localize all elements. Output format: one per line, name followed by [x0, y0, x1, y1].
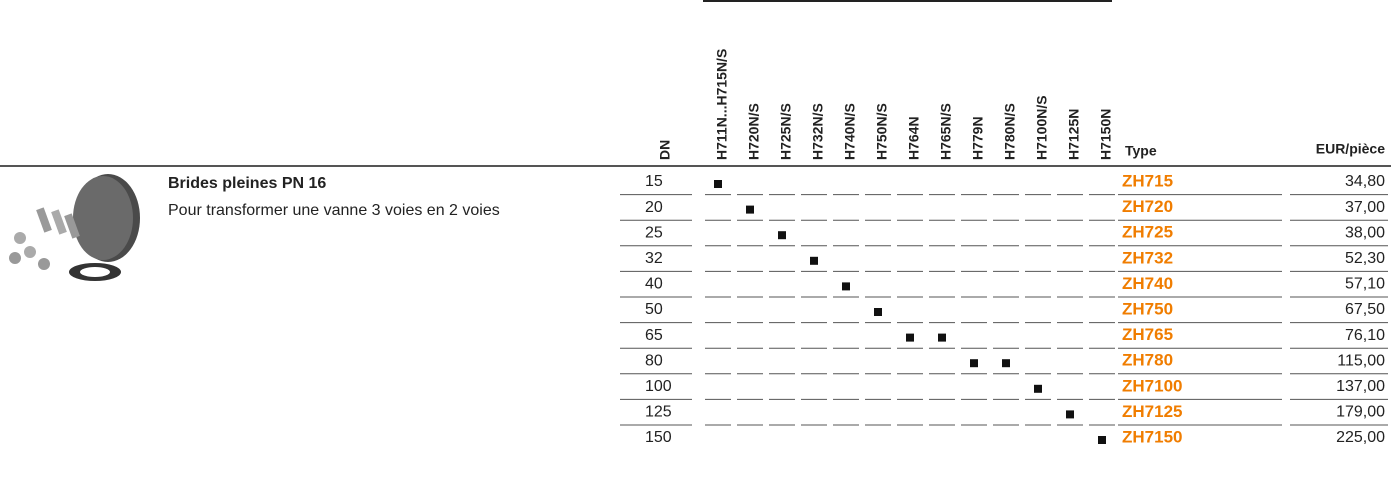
- price-cell: 115,00: [1337, 352, 1385, 369]
- type-cell: ZH750: [1122, 299, 1173, 318]
- type-cell: ZH780: [1122, 351, 1173, 370]
- dn-cell: 80: [645, 352, 663, 369]
- compatibility-mark: [970, 359, 978, 368]
- type-cell: ZH715: [1122, 171, 1173, 190]
- dn-cell: 125: [645, 404, 672, 421]
- dn-cell: 150: [645, 429, 672, 446]
- product-description: Pour transformer une vanne 3 voies en 2 …: [168, 202, 500, 219]
- valve-header: H750N/S: [874, 103, 890, 160]
- valve-header: H779N: [970, 116, 986, 160]
- valve-header: H7100N/S: [1034, 95, 1050, 160]
- type-cell: ZH7125: [1122, 402, 1182, 421]
- type-cell: ZH765: [1122, 325, 1173, 344]
- valve-header: H732N/S: [810, 103, 826, 160]
- price-cell: 179,00: [1336, 404, 1385, 421]
- type-cell: ZH7150: [1122, 427, 1182, 446]
- compatibility-mark: [842, 282, 850, 291]
- type-cell: ZH725: [1122, 223, 1173, 242]
- compatibility-mark: [810, 256, 818, 265]
- price-cell: 57,10: [1345, 276, 1385, 293]
- valve-header: H780N/S: [1002, 103, 1018, 160]
- valve-header: H711N...H715N/S: [714, 49, 730, 160]
- dn-cell: 32: [645, 250, 663, 267]
- dn-header: DN: [657, 140, 673, 160]
- dn-cell: 25: [645, 224, 663, 241]
- dn-cell: 20: [645, 199, 663, 216]
- compatibility-mark: [1066, 410, 1074, 419]
- price-cell: 34,80: [1345, 173, 1385, 190]
- valve-header: H764N: [906, 116, 922, 160]
- product-image: [9, 174, 140, 281]
- compatibility-mark: [746, 205, 754, 214]
- price-cell: 38,00: [1345, 224, 1385, 241]
- dn-cell: 50: [645, 301, 663, 318]
- compatibility-mark: [714, 180, 722, 188]
- type-cell: ZH740: [1122, 274, 1173, 293]
- compatibility-mark: [778, 231, 786, 240]
- valve-header: H765N/S: [938, 103, 954, 160]
- compatibility-mark: [1002, 359, 1010, 368]
- compatibility-mark: [1034, 384, 1042, 393]
- valve-header: H720N/S: [746, 103, 762, 160]
- valve-header: H7125N: [1066, 109, 1082, 160]
- product-title: Brides pleines PN 16: [168, 175, 326, 192]
- valve-header: H725N/S: [778, 103, 794, 160]
- compatibility-mark: [938, 333, 946, 342]
- dn-cell: 65: [645, 327, 663, 344]
- dn-cell: 15: [645, 173, 663, 190]
- dn-cell: 40: [645, 276, 663, 293]
- price-cell: 76,10: [1345, 327, 1385, 344]
- type-cell: ZH732: [1122, 248, 1173, 267]
- price-cell: 137,00: [1336, 378, 1385, 395]
- compatibility-mark: [1098, 436, 1106, 444]
- price-cell: 225,00: [1336, 429, 1385, 446]
- valve-header: H7150N: [1098, 109, 1114, 160]
- type-cell: ZH720: [1122, 197, 1173, 216]
- dn-cell: 100: [645, 378, 672, 395]
- price-cell: 37,00: [1345, 199, 1385, 216]
- type-header: Type: [1125, 143, 1157, 159]
- valve-header: H740N/S: [842, 103, 858, 160]
- price-cell: 52,30: [1345, 250, 1385, 267]
- compatibility-mark: [874, 308, 882, 316]
- price-header: EUR/pièce: [1316, 141, 1385, 157]
- price-cell: 67,50: [1345, 301, 1385, 318]
- compatibility-mark: [906, 333, 914, 342]
- type-cell: ZH7100: [1122, 376, 1182, 395]
